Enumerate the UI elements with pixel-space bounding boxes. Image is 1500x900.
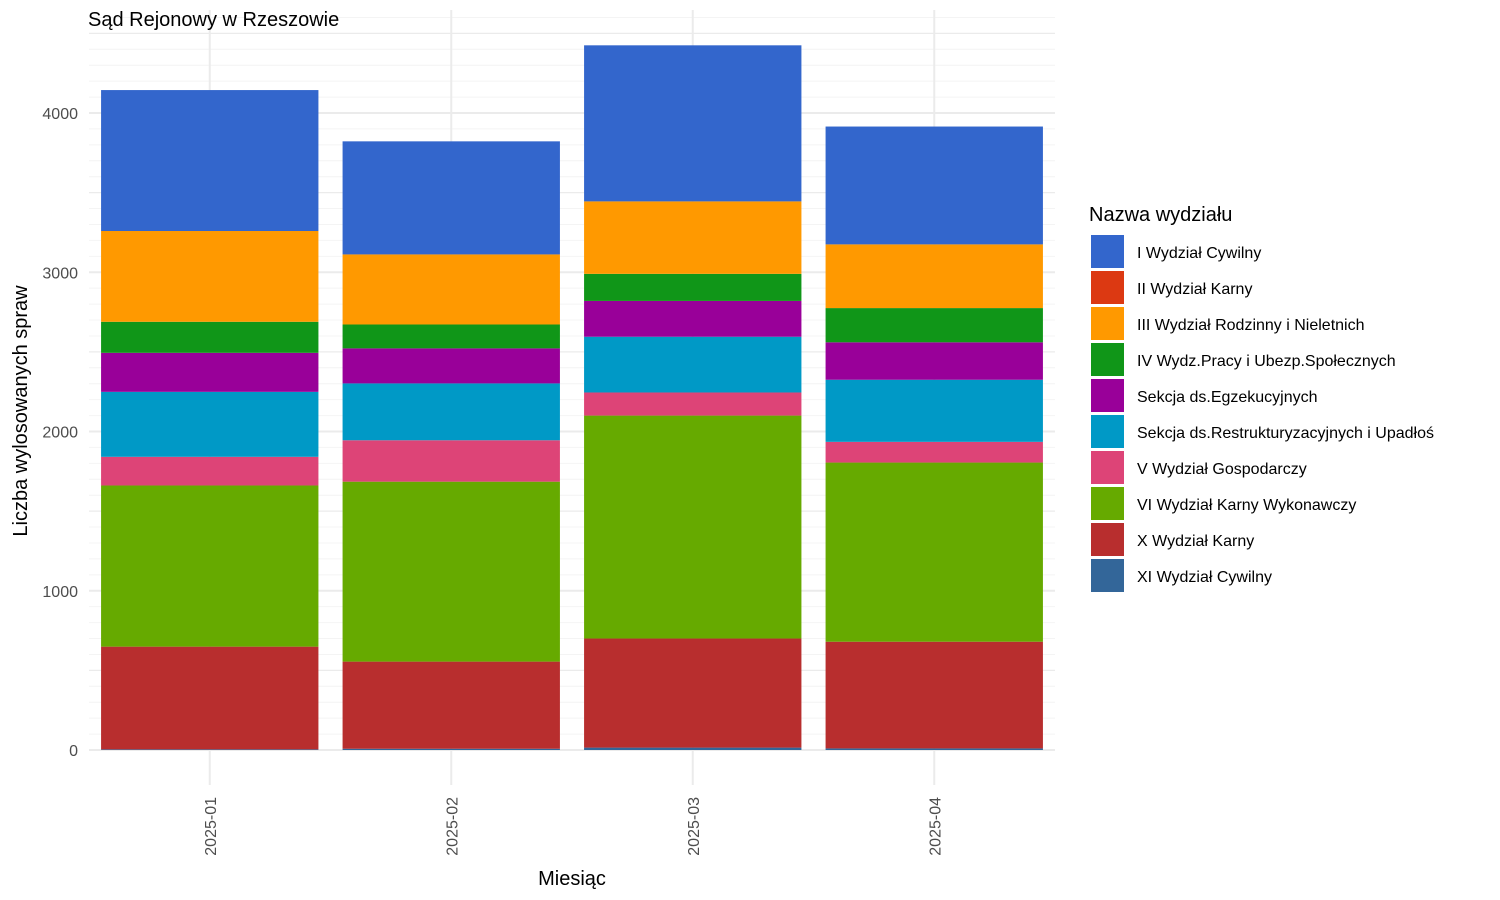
bar-segment [825,342,1043,380]
legend-swatch [1091,343,1124,376]
bar-segment [101,485,319,647]
bar-segment [825,379,1043,442]
x-tick-label: 2025-03 [686,797,703,856]
legend-swatch [1091,523,1124,556]
bar-segment [342,481,560,662]
legend-label: Sekcja ds.Restrukturyzacyjnych i Upadłoś [1137,425,1434,442]
bar-segment [584,45,802,202]
x-tick-label: 2025-04 [927,797,944,856]
y-tick-label: 2000 [42,425,78,442]
y-tick-label: 0 [69,743,78,760]
bar-segment [101,456,319,486]
legend-label: XI Wydział Cywilny [1137,569,1272,586]
bar-segment [101,391,319,457]
bar-segment [584,747,802,750]
bar-segment [825,441,1043,463]
legend-label: IV Wydz.Pracy i Ubezp.Społecznych [1137,353,1396,370]
legend: Nazwa wydziału I Wydział Cywilny II Wydzi… [1089,204,1434,592]
legend-label: V Wydział Gospodarczy [1137,461,1307,478]
ticks-layer: 0 1000 2000 3000 4000 2025-01 2025-02 2025-03 20… [42,106,944,856]
bar-segment [342,348,560,384]
legend-label: III Wydział Rodzinny i Nieletnich [1137,317,1365,334]
legend-label: Sekcja ds.Egzekucyjnych [1137,389,1318,406]
bar-segment [584,415,802,639]
x-axis-title: Miesiąc [538,868,606,890]
bar-segment [584,336,802,393]
bar-segment [342,748,560,750]
legend-title: Nazwa wydziału [1089,204,1232,226]
bar-segment [101,352,319,392]
y-tick-label: 1000 [42,584,78,601]
bar-segment [342,141,560,255]
bar-segment [584,638,802,748]
legend-swatch [1091,487,1124,520]
bar-segment [825,462,1043,642]
bar-segment [101,90,319,232]
legend-swatch [1091,379,1124,412]
bar-segment [101,749,319,750]
legend-swatch [1091,415,1124,448]
bar-segment [584,392,802,416]
bar-segment [825,244,1043,309]
legend-swatch [1091,307,1124,340]
bar-segment [342,254,560,325]
legend-swatch [1091,451,1124,484]
legend-label: VI Wydział Karny Wykonawczy [1137,497,1356,514]
bar-segment [825,308,1043,343]
legend-swatch [1091,235,1124,268]
bar-segment [825,748,1043,750]
bar-segment [342,661,560,749]
y-axis-title: Liczba wylosowanych spraw [10,285,32,537]
bar-segment [342,383,560,441]
bar-segment [584,273,802,301]
bar-segment [342,324,560,349]
bar-segment [825,126,1043,245]
chart-title: Sąd Rejonowy w Rzeszowie [88,9,339,31]
bar-segment [825,641,1043,749]
bar-segment [584,201,802,274]
legend-label: II Wydział Karny [1137,281,1252,298]
bar-segment [584,300,802,337]
bar-segment [342,440,560,482]
x-tick-label: 2025-01 [203,797,220,856]
bar-segment [101,231,319,322]
legend-label: X Wydział Karny [1137,533,1254,550]
legend-swatch [1091,271,1124,304]
legend-swatch [1091,559,1124,592]
bar-segment [101,321,319,353]
bar-segment [101,646,319,750]
y-tick-label: 4000 [42,106,78,123]
legend-label: I Wydział Cywilny [1137,245,1261,262]
bars-layer [101,45,1043,750]
x-tick-label: 2025-02 [444,797,461,856]
y-tick-label: 3000 [42,265,78,282]
